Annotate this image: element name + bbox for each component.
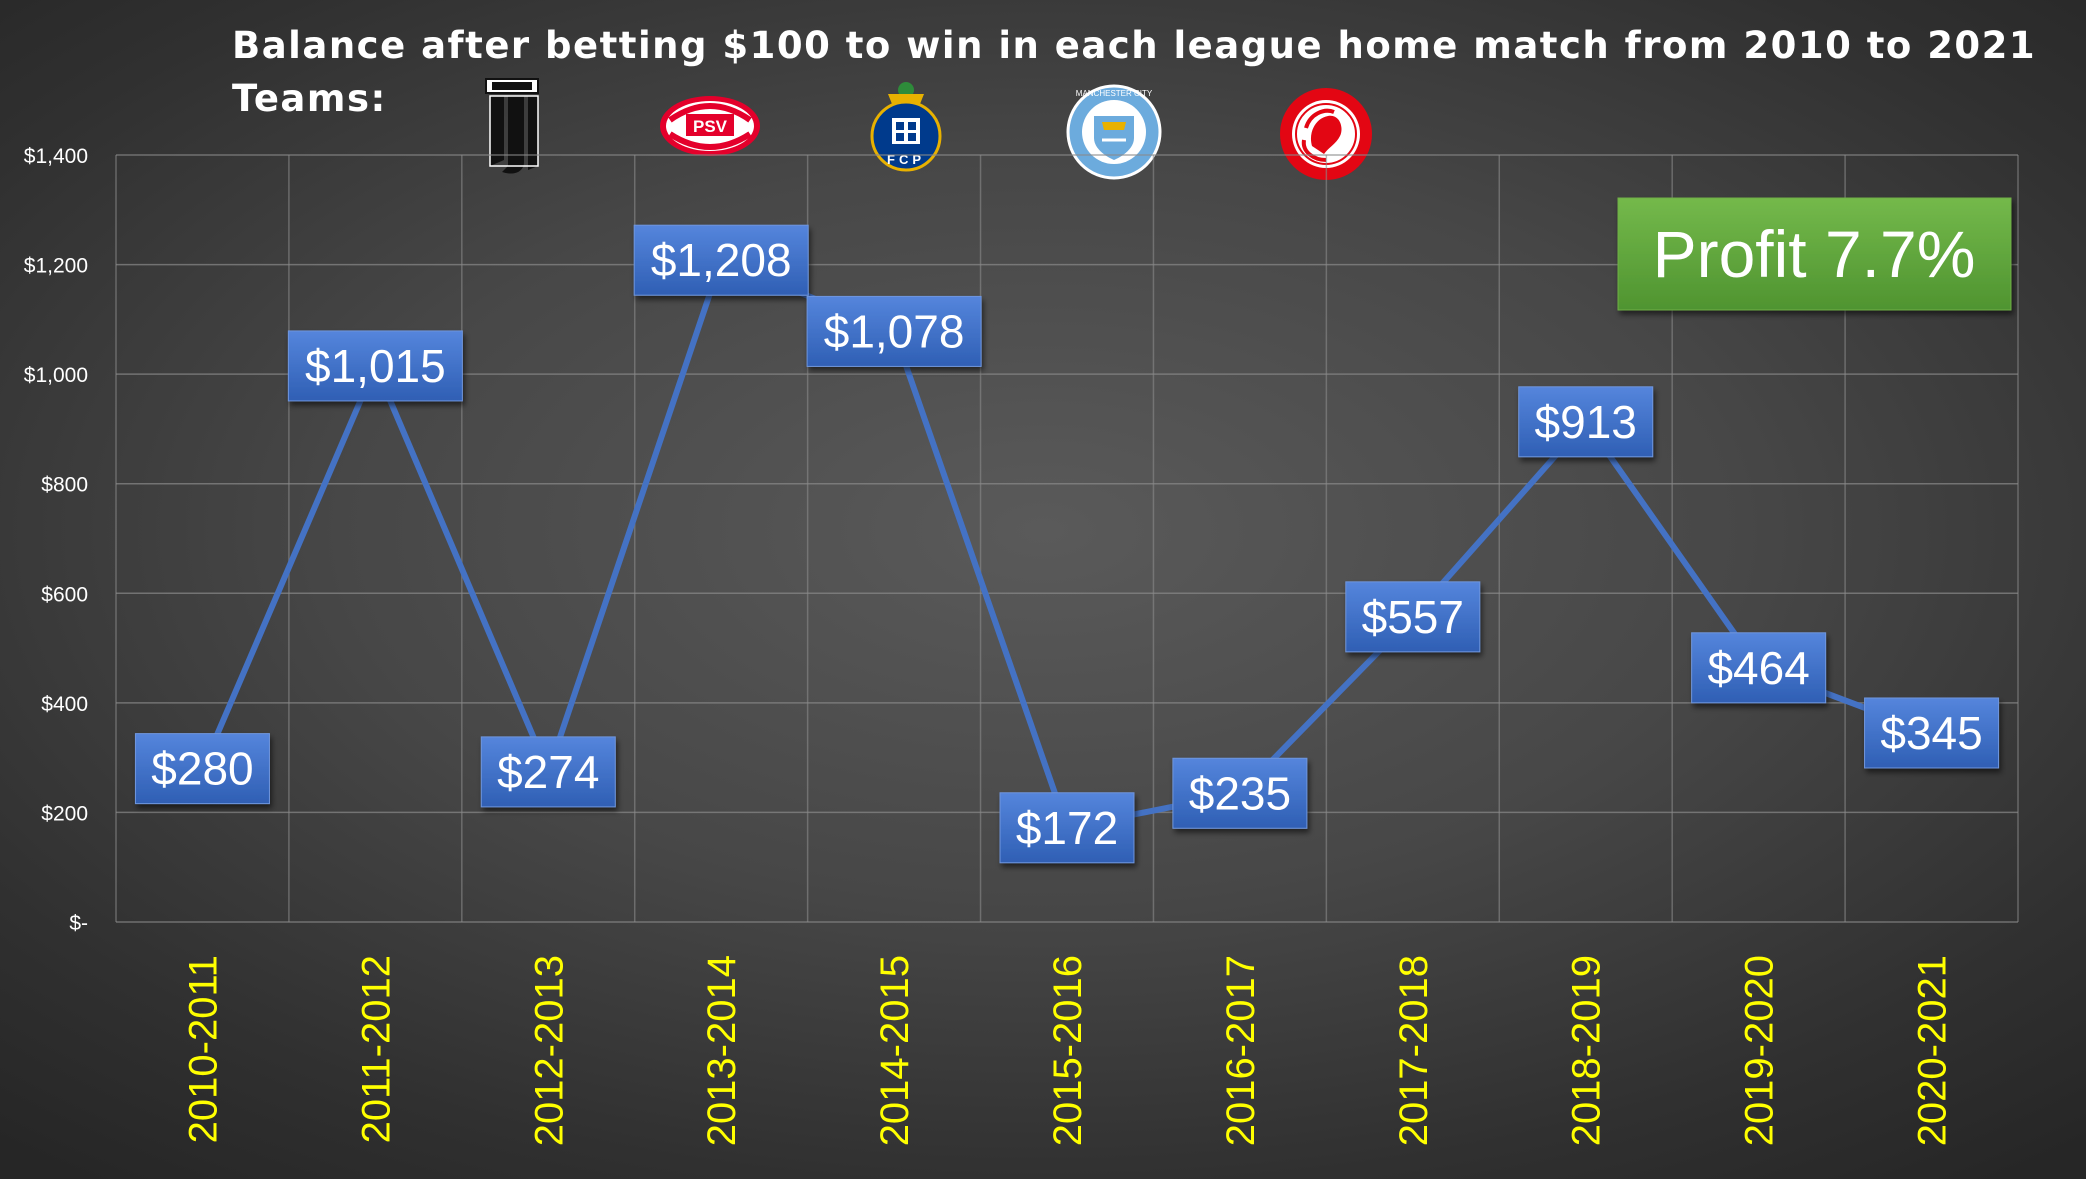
data-label-text: $464 <box>1707 642 1809 694</box>
x-tick-label: 2010-2011 <box>181 955 225 1143</box>
data-label-text: $280 <box>151 743 253 795</box>
olympiacos-logo-icon <box>1280 88 1372 180</box>
porto-logo-icon: FCP <box>870 82 942 172</box>
data-label-box <box>1172 757 1308 829</box>
data-label-text: $1,015 <box>305 340 446 392</box>
data-label-box <box>287 330 463 402</box>
chart-grid <box>115 154 2019 923</box>
data-label: $235 <box>1172 757 1308 829</box>
x-tick-label: 2016-2017 <box>1219 955 1263 1146</box>
data-label-text: $557 <box>1362 591 1464 643</box>
data-label-text: $235 <box>1189 767 1291 819</box>
x-tick-label: 2015-2016 <box>1046 955 1090 1146</box>
y-tick-label: $800 <box>41 474 88 497</box>
x-tick-label: 2012-2013 <box>527 955 571 1146</box>
manchester-city-logo-text: MANCHESTER CITY <box>1076 89 1153 98</box>
data-label-box <box>134 733 270 805</box>
data-label-box <box>1518 386 1654 458</box>
data-label-box <box>806 295 982 367</box>
y-tick-label: $400 <box>41 693 88 716</box>
data-label: $913 <box>1518 386 1654 458</box>
data-label-box <box>1345 581 1481 653</box>
y-tick-label: $1,400 <box>24 145 88 168</box>
x-tick-label: 2020-2021 <box>1911 955 1955 1146</box>
x-tick-label: 2011-2012 <box>354 955 398 1143</box>
data-label-box <box>1691 632 1827 704</box>
x-tick-label: 2014-2015 <box>873 955 917 1146</box>
x-tick-label: 2017-2018 <box>1392 955 1436 1146</box>
data-label: $1,078 <box>806 295 982 367</box>
y-tick-label: $- <box>69 912 88 935</box>
data-label-text: $274 <box>497 746 599 798</box>
data-label: $172 <box>999 792 1135 864</box>
y-tick-label: $1,000 <box>24 364 88 387</box>
chart-title: Balance after betting $100 to win in eac… <box>232 24 2036 67</box>
data-label-box <box>1864 697 2000 769</box>
juventus-logo-icon <box>485 78 539 174</box>
x-axis: 2010-2011 2011-2012 2012-2013 2013-2014 2014… <box>181 955 1954 1146</box>
data-label: $464 <box>1691 632 1827 704</box>
data-label-box <box>999 792 1135 864</box>
data-label-box <box>480 736 616 808</box>
data-labels: $280 $1,015 $274 $1,208 $1,078 $172 $235 $557 $9… <box>134 224 2000 864</box>
data-label: $274 <box>480 736 616 808</box>
y-tick-label: $1,200 <box>24 255 88 278</box>
x-tick-label: 2018-2019 <box>1565 955 1609 1146</box>
psv-logo-text: PSV <box>693 117 728 136</box>
y-tick-label: $600 <box>41 583 88 606</box>
team-logos: PSV FCP MANCHESTER CITY <box>485 78 1372 180</box>
data-label: $1,015 <box>287 330 463 402</box>
x-tick-label: 2019-2020 <box>1738 955 1782 1146</box>
manchester-city-logo-icon: MANCHESTER CITY <box>1066 84 1162 180</box>
teams-label: Teams: <box>232 77 387 120</box>
profit-annotation-box <box>1617 197 2012 311</box>
data-label: $557 <box>1345 581 1481 653</box>
data-label: $345 <box>1864 697 2000 769</box>
data-label-text: $345 <box>1880 707 1982 759</box>
profit-annotation: Profit 7.7% <box>1617 197 2012 311</box>
data-label: $280 <box>134 733 270 805</box>
profit-annotation-text: Profit 7.7% <box>1653 217 1976 291</box>
data-label-text: $1,078 <box>824 305 965 357</box>
data-label-box <box>633 224 809 296</box>
y-axis: $- $200 $400 $600 $800 $1,000 $1,200 $1,400 <box>24 145 88 935</box>
psv-logo-icon: PSV <box>660 96 760 156</box>
data-label: $1,208 <box>633 224 809 296</box>
y-tick-label: $200 <box>41 802 88 825</box>
x-tick-label: 2013-2014 <box>700 955 744 1146</box>
data-label-text: $913 <box>1535 396 1637 448</box>
data-label-text: $1,208 <box>651 234 792 286</box>
data-label-text: $172 <box>1016 802 1118 854</box>
